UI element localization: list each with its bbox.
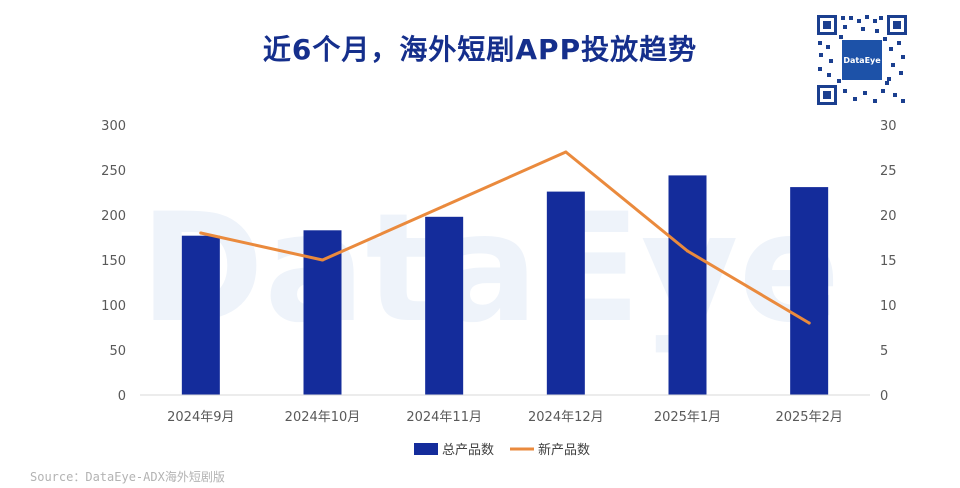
chart-title: 近6个月，海外短剧APP投放趋势 (262, 33, 698, 66)
line-point-1 (199, 231, 203, 235)
y-left-tick-label: 250 (101, 164, 126, 179)
bar-4 (546, 191, 585, 395)
bar-6 (790, 187, 829, 395)
qr-logo-text: DataEye (843, 56, 881, 65)
x-tick-label: 2024年12月 (528, 410, 604, 425)
line-point-5 (686, 249, 689, 253)
y-right-tick-label: 30 (880, 119, 897, 134)
line-point-6 (807, 321, 811, 325)
line-point-3 (442, 204, 446, 208)
x-tick-label: 2025年2月 (775, 410, 842, 425)
bar-1 (181, 235, 220, 395)
legend-swatch-bar (414, 443, 438, 455)
y-left-tick-label: 200 (101, 209, 126, 224)
watermark: DataEye (140, 182, 841, 356)
y-right-tick-label: 15 (880, 254, 897, 269)
line-point-2 (321, 258, 324, 262)
x-tick-label: 2024年9月 (167, 410, 234, 425)
y-right-tick-label: 0 (880, 389, 888, 404)
y-right-tick-label: 5 (880, 344, 888, 359)
series-line-new-products (199, 150, 811, 325)
bar-5 (668, 175, 707, 395)
x-tick-label: 2025年1月 (654, 410, 721, 425)
qr-code: DataEye (815, 13, 909, 107)
bar-3 (425, 216, 464, 395)
x-tick-label: 2024年11月 (406, 410, 482, 425)
y-right-tick-label: 10 (880, 299, 897, 314)
source-note: Source：DataEye-ADX海外短剧版 (30, 470, 225, 484)
line-point-4 (564, 150, 568, 154)
y-left-tick-label: 150 (101, 254, 126, 269)
legend-label-line: 新产品数 (538, 442, 590, 458)
legend-label-bar: 总产品数 (442, 443, 494, 458)
x-tick-label: 2024年10月 (285, 410, 361, 425)
y-right-tick-label: 20 (880, 209, 897, 224)
y-left-tick-label: 300 (101, 119, 126, 134)
y-left-tick-label: 100 (101, 299, 126, 314)
y-left-tick-label: 50 (109, 344, 126, 359)
y-left-tick-label: 0 (118, 389, 126, 404)
y-right-tick-label: 25 (880, 164, 897, 179)
